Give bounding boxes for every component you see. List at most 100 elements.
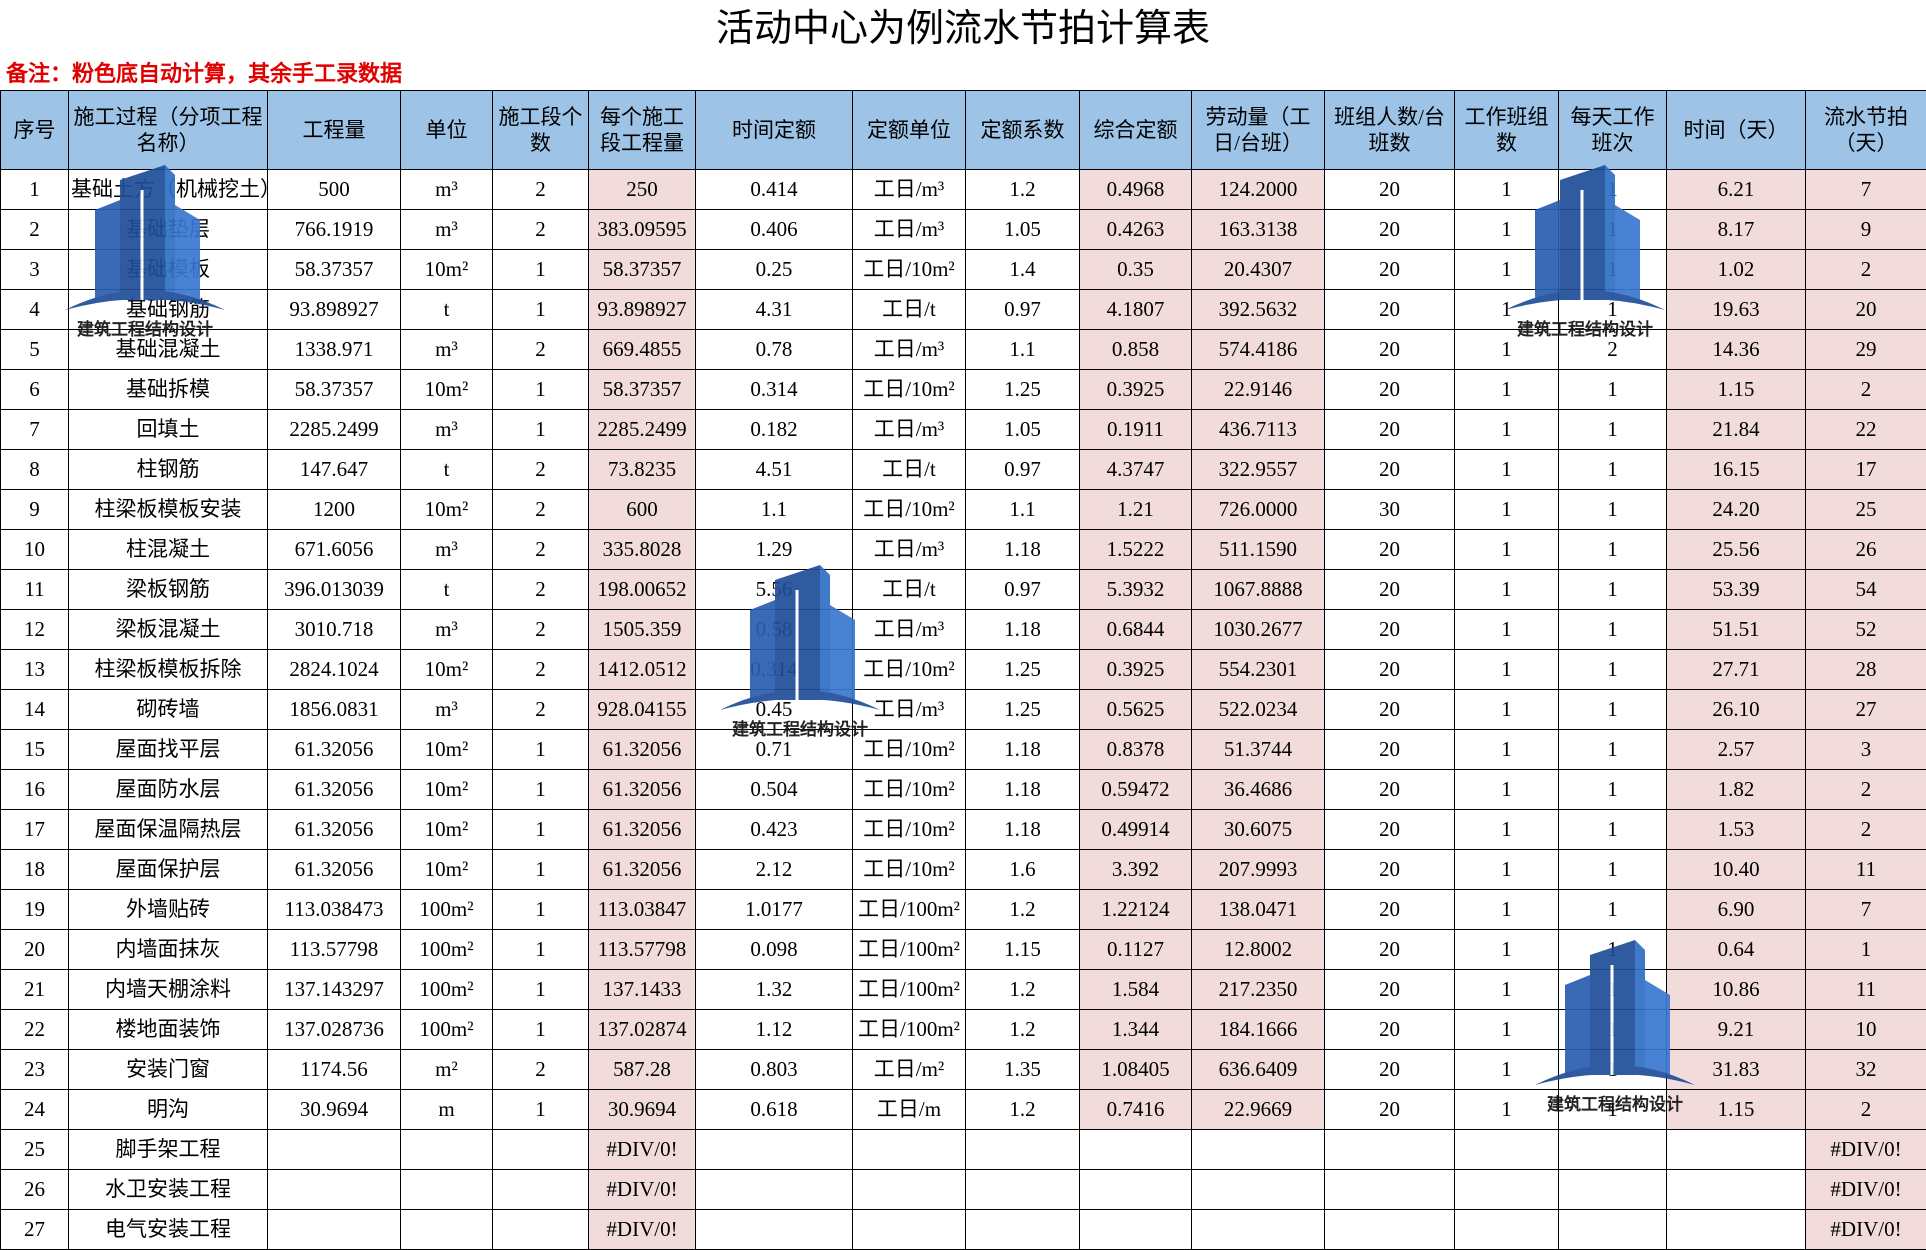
cell xyxy=(1191,1209,1325,1250)
row: 3 基础模板 58.37357 10m² 1 58.37357 0.25 工日/10m² 1.4… xyxy=(0,249,1926,290)
row: 6 基础拆模 58.37357 10m² 1 58.37357 0.314 工日/10m² 1.… xyxy=(0,369,1926,410)
cell: 内墙天棚涂料 xyxy=(68,969,268,1010)
cell: 10m² xyxy=(400,809,493,850)
cell: 楼地面装饰 xyxy=(68,1009,268,1050)
cell: 10m² xyxy=(400,729,493,770)
cell: 工日/100m² xyxy=(852,969,966,1010)
cell: #DIV/0! xyxy=(1805,1169,1926,1210)
cell xyxy=(1558,1209,1667,1250)
cell: 1030.2677 xyxy=(1191,609,1325,650)
cell: 2 xyxy=(492,169,589,210)
cell: #DIV/0! xyxy=(588,1209,696,1250)
cell: 1 xyxy=(492,769,589,810)
cell: 1.18 xyxy=(965,529,1080,570)
cell: 1 xyxy=(1558,249,1667,290)
cell xyxy=(695,1169,853,1210)
cell: 137.028736 xyxy=(267,1009,401,1050)
cell: 2 xyxy=(492,689,589,730)
cell: 工日/10m² xyxy=(852,249,966,290)
cell: 工日/m³ xyxy=(852,689,966,730)
cell: 0.78 xyxy=(695,329,853,370)
cell: 0.803 xyxy=(695,1049,853,1090)
row: 20 内墙面抹灰 113.57798 100m² 1 113.57798 0.098 工日/1… xyxy=(0,929,1926,970)
row: 13 柱梁板模板拆除 2824.1024 10m² 2 1412.0512 0.314 工日/… xyxy=(0,649,1926,690)
cell: 61.32056 xyxy=(267,809,401,850)
cell: 20 xyxy=(1324,289,1455,330)
cell: 4.31 xyxy=(695,289,853,330)
cell: 7 xyxy=(0,409,69,450)
cell: 26 xyxy=(1805,529,1926,570)
cell: 18 xyxy=(0,849,69,890)
cell: 15 xyxy=(0,729,69,770)
cell: 2 xyxy=(1805,1089,1926,1130)
cell: 2 xyxy=(1558,329,1667,370)
cell: 柱梁板模板拆除 xyxy=(68,649,268,690)
cell xyxy=(1454,1129,1559,1170)
cell: 1 xyxy=(1454,809,1559,850)
cell: 屋面防水层 xyxy=(68,769,268,810)
cell: 1.344 xyxy=(1079,1009,1192,1050)
cell: 0.1127 xyxy=(1079,929,1192,970)
cell: 21 xyxy=(0,969,69,1010)
cell: 1 xyxy=(1454,169,1559,210)
row: 18 屋面保护层 61.32056 10m² 1 61.32056 2.12 工日/10m² 1… xyxy=(0,849,1926,890)
cell: 0.618 xyxy=(695,1089,853,1130)
cell: 0.4263 xyxy=(1079,209,1192,250)
cell: 9.21 xyxy=(1666,1009,1806,1050)
cell: 0.58 xyxy=(695,609,853,650)
cell: 柱钢筋 xyxy=(68,449,268,490)
cell: 1 xyxy=(1558,689,1667,730)
cell: 1 xyxy=(1454,849,1559,890)
cell: 31.83 xyxy=(1666,1049,1806,1090)
cell: 10m² xyxy=(400,249,493,290)
cell: 23 xyxy=(0,1049,69,1090)
row: 26 水卫安装工程 #DIV/0! #DIV/0! xyxy=(0,1169,1926,1210)
cell: 1 xyxy=(1454,1009,1559,1050)
cell: 2 xyxy=(492,649,589,690)
cell: 屋面找平层 xyxy=(68,729,268,770)
cell: 2 xyxy=(492,209,589,250)
row: 19 外墙贴砖 113.038473 100m² 1 113.03847 1.0177 工日/… xyxy=(0,889,1926,930)
cell xyxy=(1454,1209,1559,1250)
cell: 13 xyxy=(0,649,69,690)
cell: 52 xyxy=(1805,609,1926,650)
cell: 11 xyxy=(1805,969,1926,1010)
cell: 1 xyxy=(1558,769,1667,810)
cell: 0.5625 xyxy=(1079,689,1192,730)
cell: 0.59472 xyxy=(1079,769,1192,810)
cell: 20 xyxy=(1324,889,1455,930)
cell: 29 xyxy=(1805,329,1926,370)
cell: 工日/10m² xyxy=(852,809,966,850)
cell: 93.898927 xyxy=(267,289,401,330)
cell xyxy=(400,1169,493,1210)
cell: 0.71 xyxy=(695,729,853,770)
cell xyxy=(1079,1169,1192,1210)
row: 23 安装门窗 1174.56 m² 2 587.28 0.803 工日/m² 1.35 1.08… xyxy=(0,1049,1926,1090)
cell: 1.15 xyxy=(1666,1089,1806,1130)
cell: 电气安装工程 xyxy=(68,1209,268,1250)
cell: 0.3925 xyxy=(1079,649,1192,690)
cell: 工日/m³ xyxy=(852,169,966,210)
cell: 外墙贴砖 xyxy=(68,889,268,930)
cell: 6.21 xyxy=(1666,169,1806,210)
cell: 217.2350 xyxy=(1191,969,1325,1010)
cell: 工日/10m² xyxy=(852,849,966,890)
cell xyxy=(267,1209,401,1250)
cell: 574.4186 xyxy=(1191,329,1325,370)
cell xyxy=(1558,1129,1667,1170)
row: 21 内墙天棚涂料 137.143297 100m² 1 137.1433 1.32 工日/1… xyxy=(0,969,1926,1010)
cell: 4.3747 xyxy=(1079,449,1192,490)
cell: 1 xyxy=(1454,289,1559,330)
row: 16 屋面防水层 61.32056 10m² 1 61.32056 0.504 工日/10m²… xyxy=(0,769,1926,810)
cell: 61.32056 xyxy=(267,729,401,770)
cell: m xyxy=(400,1089,493,1130)
cell: 20 xyxy=(1324,609,1455,650)
cell: 1 xyxy=(1454,609,1559,650)
row: 1 基础土方（机械挖土） 500 m³ 2 250 0.414 工日/m³ 1.2 0.4968 1… xyxy=(0,169,1926,210)
cell: 1 xyxy=(1558,1089,1667,1130)
cell: 163.3138 xyxy=(1191,209,1325,250)
cell: 2 xyxy=(492,329,589,370)
cell: 2285.2499 xyxy=(588,409,696,450)
cell: 11 xyxy=(0,569,69,610)
cell: 17 xyxy=(1805,449,1926,490)
